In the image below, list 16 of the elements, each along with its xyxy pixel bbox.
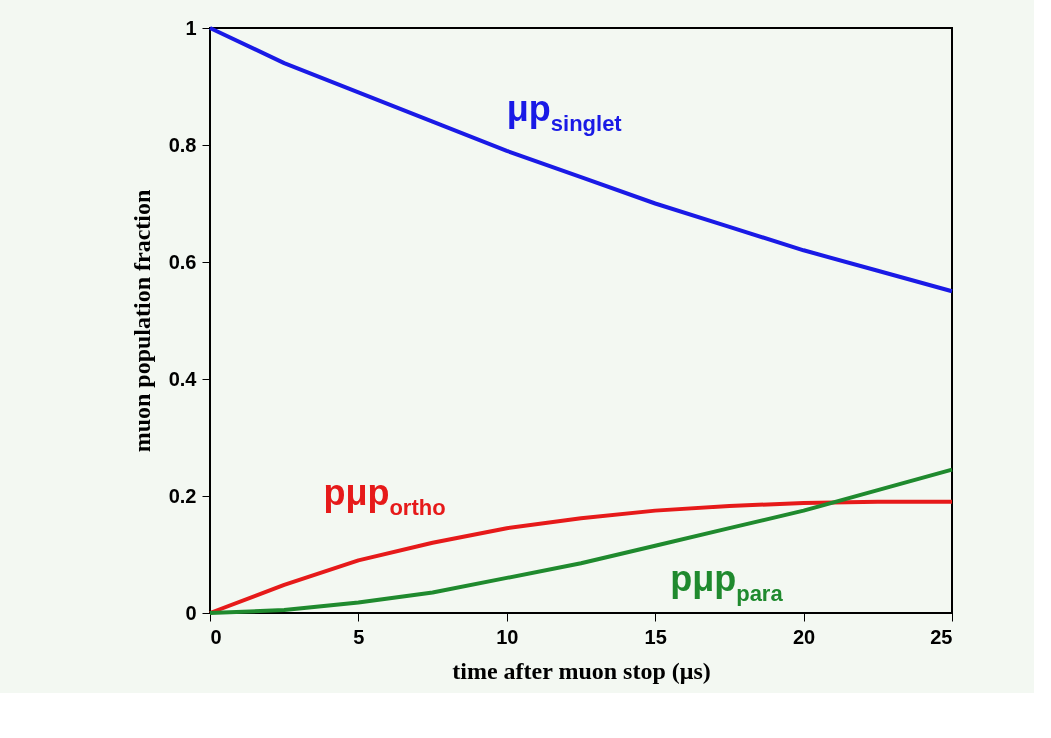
line-series xyxy=(208,467,954,615)
y-tick-label: 1 xyxy=(185,16,197,39)
x-tick-label: 5 xyxy=(353,625,365,648)
line-series xyxy=(208,26,954,294)
x-tick-label: 0 xyxy=(210,625,222,648)
x-axis-title: time after muon stop (μs) xyxy=(452,657,711,684)
x-tick-label: 20 xyxy=(792,625,816,648)
y-axis-title: muon population fraction xyxy=(128,189,155,453)
x-tick-label: 10 xyxy=(496,625,519,648)
y-tick-label: 0 xyxy=(185,601,197,624)
y-tick-label: 0.2 xyxy=(168,484,197,507)
y-tick-label: 0.4 xyxy=(168,367,198,390)
y-tick-label: 0.6 xyxy=(168,250,197,273)
x-tick-label: 15 xyxy=(644,625,667,648)
y-tick-label: 0.8 xyxy=(168,133,197,156)
x-tick-label: 25 xyxy=(930,625,953,648)
